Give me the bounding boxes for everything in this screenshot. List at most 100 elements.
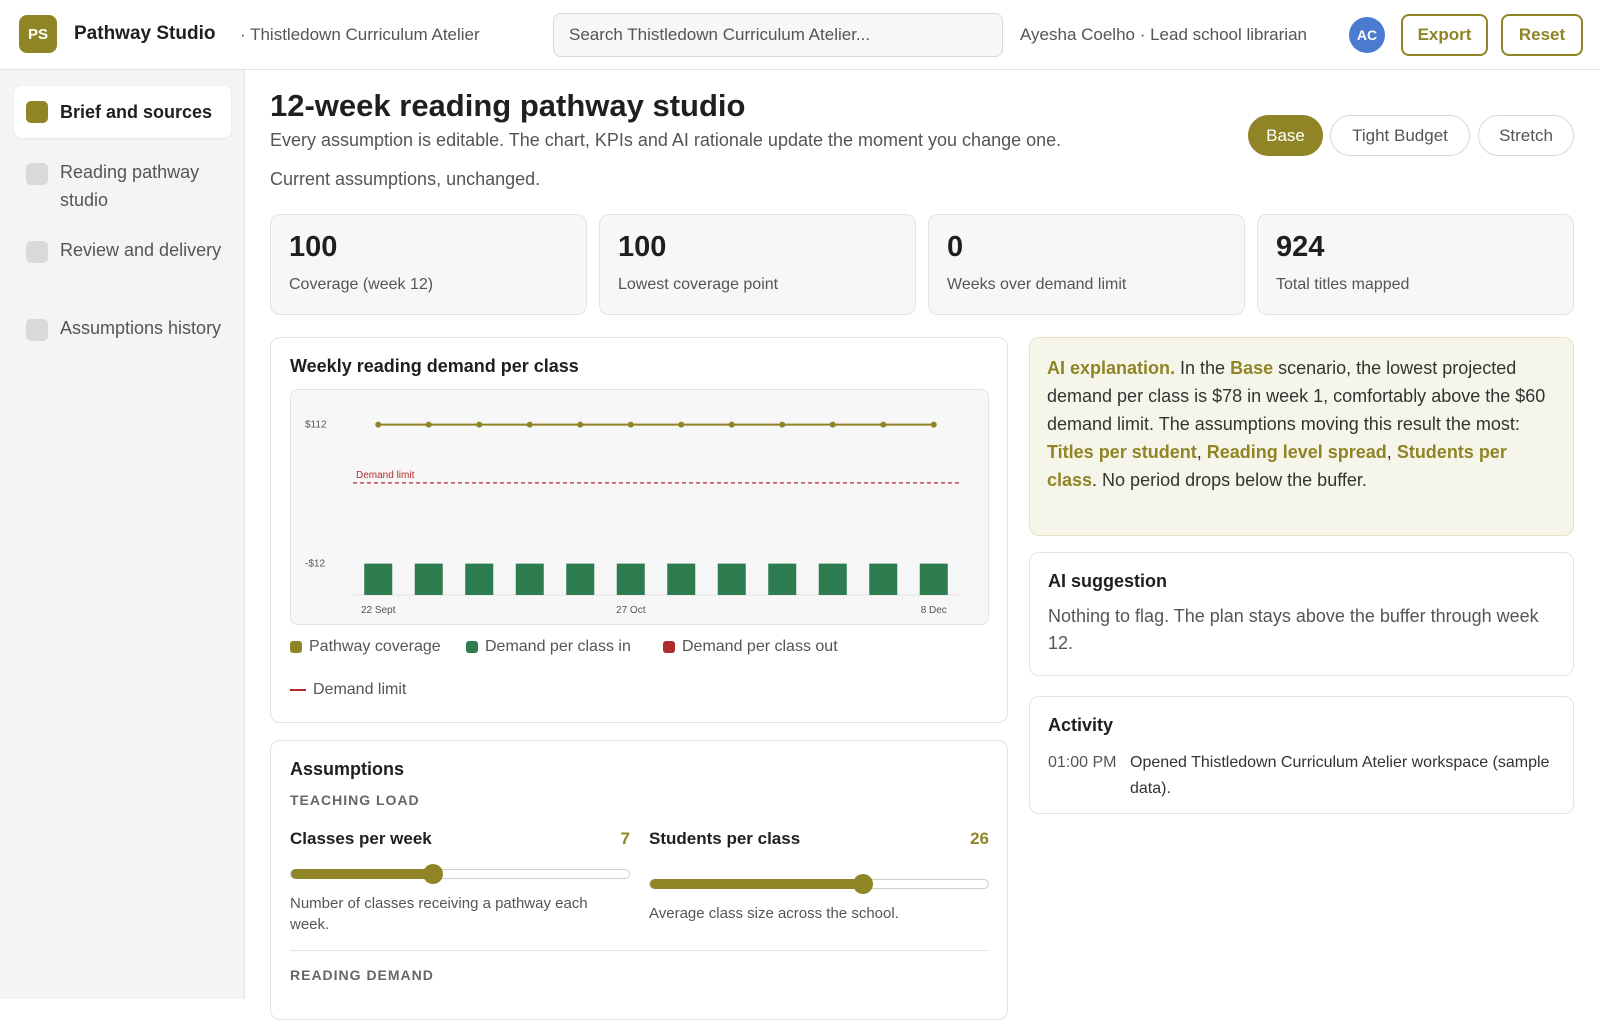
ai-explanation-text: scenario, the lowest projected demand pe… [1047,358,1546,434]
workspace-name: · Thistledown Curriculum Atelier [240,25,480,44]
section-label-teaching-load: TEACHING LOAD [290,792,420,808]
coverage-point [930,421,937,428]
slider-help: Number of classes receiving a pathway ea… [290,895,588,933]
coverage-point [779,421,786,428]
demand-in-bar [818,563,847,595]
scenario-tight-budget-button[interactable]: Tight Budget [1330,115,1470,156]
step-indicator-icon [26,101,48,123]
activity-entry: 01:00 PM Opened Thistledown Curriculum A… [1048,750,1555,802]
y-tick-label: $112 [305,420,327,431]
coverage-point [375,421,382,428]
legend-swatch-icon [466,641,478,653]
kpi-value: 100 [618,231,667,263]
ai-explanation-card: AI explanation. In the Base scenario, th… [1029,337,1574,536]
sidebar-item-label: Assumptions history [60,318,222,338]
legend-line-icon [290,689,306,691]
demand-in-bar [414,563,443,595]
app-name: Pathway Studio [74,23,216,44]
legend-swatch-icon [290,641,302,653]
demand-limit-label: Demand limit [356,470,415,481]
avatar[interactable]: AC [1349,17,1385,53]
sidebar-item-label: Review and delivery [60,240,222,260]
coverage-point [425,421,432,428]
slider-value: 7 [620,829,630,848]
sidebar-item-brief-and-sources[interactable]: Brief and sources [14,86,231,138]
activity-text: Opened Thistledown Curriculum Atelier wo… [1130,754,1550,797]
top-bar: PS Pathway Studio · Thistledown Curricul… [0,0,1600,70]
coverage-point [829,421,836,428]
slider-handle[interactable] [852,874,873,894]
demand-in-bar [869,563,898,595]
scenario-stretch-button[interactable]: Stretch [1478,115,1574,156]
slider-label: Students per class [649,829,801,848]
sidebar-item-label: Brief and sources [60,102,213,122]
step-indicator-icon [26,163,48,185]
ai-explanation-separator: , [1196,442,1207,462]
ai-explanation-separator: , [1386,442,1397,462]
demand-in-bar [364,563,393,595]
slider-track[interactable] [290,864,630,884]
sidebar-item-assumptions-history[interactable]: Assumptions history [14,302,231,354]
legend-label: Demand per class out [682,638,838,655]
scenario-base-button[interactable]: Base [1248,115,1323,156]
legend-item-demand-limit: Demand limit [290,681,406,699]
demand-in-bar [566,563,595,595]
legend-swatch-icon [663,641,675,653]
activity-title: Activity [1048,715,1114,735]
ai-factor-titles-per-student: Titles per student [1047,442,1197,462]
coverage-point [577,421,584,428]
sidebar-item-reading-pathway-studio[interactable]: Reading pathway studio [14,146,231,226]
ai-suggestion-body: Nothing to flag. The plan stays above th… [1048,606,1539,653]
page-title: 12-week reading pathway studio [270,88,746,123]
x-tick-label: 8 Dec [921,605,947,616]
ai-explanation-lead: AI explanation. [1047,358,1176,378]
coverage-point [678,421,685,428]
assumptions-card: Assumptions TEACHING LOAD Classes per we… [270,740,1008,1020]
search-input[interactable] [553,13,1003,57]
coverage-point [880,421,887,428]
sidebar-item-review-and-delivery[interactable]: Review and delivery [14,224,231,276]
demand-in-bar [515,563,544,595]
coverage-point [627,421,634,428]
coverage-point [476,421,483,428]
demand-in-bar [717,563,746,595]
slider-help: Average class size across the school. [649,905,899,922]
export-button[interactable]: Export [1401,14,1488,56]
slider-fill [291,869,433,879]
activity-time: 01:00 PM [1048,754,1117,771]
x-tick-label: 22 Sept [361,605,396,616]
assumptions-title: Assumptions [290,759,405,779]
chart-card: Weekly reading demand per class $112 -$12… [270,337,1008,723]
kpi-label: Lowest coverage point [618,276,779,293]
app-logo: PS [19,15,57,53]
kpi-lowest-coverage-point: 100 Lowest coverage point [599,214,916,315]
slider-label: Classes per week [290,829,432,848]
legend-item-pathway-coverage: Pathway coverage [290,638,441,656]
coverage-point [728,421,735,428]
slider-classes-per-week: Classes per week 7 Number of classes rec… [290,829,630,935]
ai-explanation-text: In the [1175,358,1231,378]
demand-in-bar [616,563,645,595]
section-label-reading-demand: READING DEMAND [290,967,434,983]
ai-explanation-text: . No period drops below the buffer. [1092,470,1367,490]
demand-in-bar [768,563,797,595]
kpi-label: Coverage (week 12) [289,276,434,293]
step-indicator-icon [26,319,48,341]
slider-track[interactable] [649,874,989,894]
step-indicator-icon [26,241,48,263]
user-name: Ayesha Coelho · Lead school librarian [1020,25,1307,44]
slider-handle[interactable] [422,864,443,884]
slider-fill [650,879,863,889]
kpi-label: Weeks over demand limit [947,276,1127,293]
reset-button[interactable]: Reset [1501,14,1583,56]
legend-label: Demand limit [313,681,407,698]
kpi-value: 0 [947,231,964,263]
ai-suggestion-title: AI suggestion [1048,571,1168,591]
kpi-value: 924 [1276,231,1325,263]
ai-explanation-scenario: Base [1230,358,1274,378]
slider-value: 26 [970,829,989,848]
page-subtitle: Every assumption is editable. The chart,… [270,130,1062,150]
x-tick-label: 27 Oct [616,605,646,616]
demand-in-bar [465,563,494,595]
activity-card: Activity 01:00 PM Opened Thistledown Cur… [1029,696,1574,814]
